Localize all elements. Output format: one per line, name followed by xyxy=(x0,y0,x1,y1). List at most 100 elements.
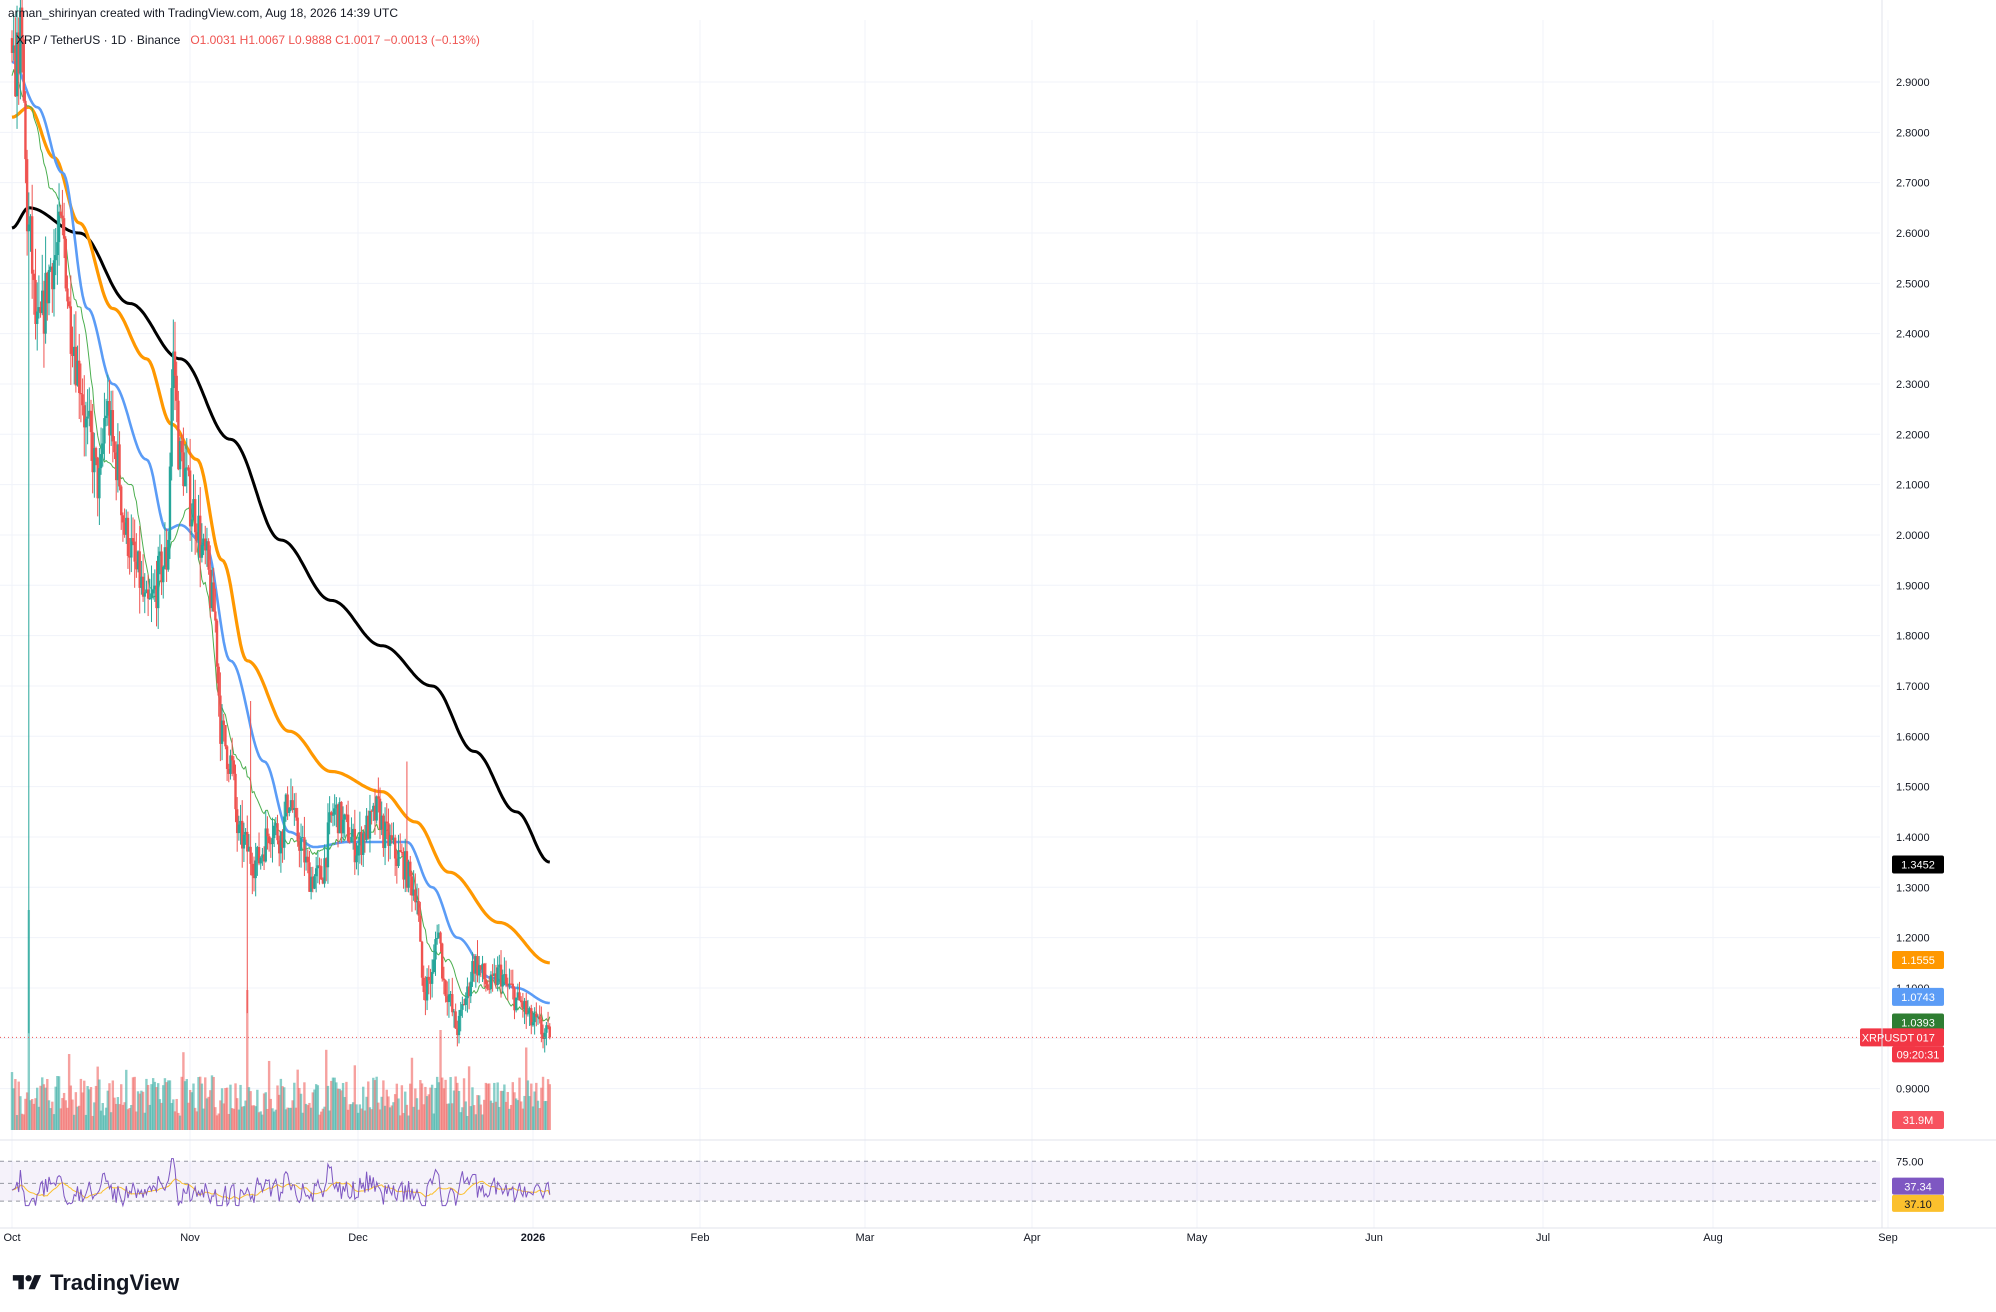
candle-body xyxy=(434,939,437,960)
volume-bar xyxy=(412,1106,415,1130)
candle-body xyxy=(311,876,315,889)
volume-bar xyxy=(397,1098,400,1130)
volume-bar xyxy=(447,1103,451,1130)
candle-body xyxy=(44,272,47,334)
price-tag-label: 1.1555 xyxy=(1901,955,1935,967)
volume-bar xyxy=(548,1084,551,1130)
candle-body xyxy=(378,798,382,830)
candle-body xyxy=(227,768,230,774)
candle-body xyxy=(266,828,269,837)
candle-body xyxy=(395,858,399,867)
volume-bar xyxy=(331,1077,335,1130)
candle-body xyxy=(335,804,338,809)
volume-bar xyxy=(321,1108,325,1130)
volume-bar xyxy=(420,1083,424,1130)
candle-body xyxy=(185,467,188,469)
candle-body xyxy=(488,988,491,990)
volume-bar xyxy=(61,1098,64,1130)
candle-body xyxy=(25,159,29,232)
candle-body xyxy=(373,805,377,821)
candle-body xyxy=(321,879,325,884)
volume-bar xyxy=(264,1092,267,1130)
candle-body xyxy=(220,720,224,744)
volume-bar xyxy=(429,1087,432,1130)
candle-body xyxy=(385,821,388,824)
volume-bar xyxy=(346,1109,350,1130)
volume-bar xyxy=(526,1080,530,1130)
candle-body xyxy=(64,238,67,289)
candle-body xyxy=(118,444,121,487)
volume-bar xyxy=(235,1098,239,1130)
volume-bar xyxy=(350,1104,353,1130)
candle-body xyxy=(272,825,276,839)
volume-bar xyxy=(439,1030,442,1130)
volume-bar xyxy=(511,1082,514,1130)
candle-body xyxy=(242,834,246,849)
volume-bar xyxy=(133,1076,136,1130)
countdown-tag xyxy=(1892,1046,1944,1063)
candle-body xyxy=(145,589,148,593)
candle-body xyxy=(289,800,293,808)
candle-body xyxy=(437,932,441,939)
price-tag-label: 1.3452 xyxy=(1901,860,1935,872)
candle-body xyxy=(414,889,417,903)
candle-body xyxy=(383,821,387,848)
candle-body xyxy=(207,541,210,570)
volume-bar xyxy=(375,1076,378,1130)
volume-bar xyxy=(304,1103,308,1130)
candle-body xyxy=(192,499,195,520)
volume-bar xyxy=(244,1100,247,1130)
symbol-header[interactable]: XRP / TetherUS · 1D · Binance O1.0031 H1… xyxy=(16,33,480,47)
candle-body xyxy=(519,1000,523,1003)
candle-body xyxy=(10,38,14,53)
candle-body xyxy=(32,273,36,280)
volume-bar xyxy=(506,1092,509,1130)
candle-body xyxy=(46,272,49,304)
candle-body xyxy=(540,1019,543,1035)
volume-bar xyxy=(46,1078,49,1130)
volume-bar xyxy=(373,1080,377,1130)
candle-body xyxy=(309,876,313,892)
volume-bar xyxy=(239,1084,242,1130)
volume-bar xyxy=(313,1089,316,1130)
candle-body xyxy=(447,994,451,1003)
candle-body xyxy=(91,432,94,473)
volume-bar xyxy=(467,1066,471,1130)
volume-bar xyxy=(462,1078,466,1130)
price-tick-label: 1.8000 xyxy=(1896,631,1930,643)
volume-bar xyxy=(101,1103,104,1130)
candle-body xyxy=(535,1013,538,1018)
price-tick-label: 0.9000 xyxy=(1896,1084,1930,1096)
volume-bar xyxy=(126,1109,130,1130)
volume-bar xyxy=(229,1084,232,1130)
volume-bar xyxy=(44,1087,47,1130)
candles xyxy=(0,0,1880,1053)
volume-bar xyxy=(283,1087,286,1130)
candle-body xyxy=(39,307,42,314)
volume-bar xyxy=(274,1109,278,1130)
candle-body xyxy=(422,977,425,993)
candle-body xyxy=(467,986,471,997)
candle-body xyxy=(476,956,479,976)
volume-bar xyxy=(157,1083,160,1130)
volume-bar xyxy=(108,1083,111,1130)
candle-body xyxy=(17,32,20,74)
candle-body xyxy=(439,932,442,944)
volume-bar xyxy=(215,1115,219,1130)
volume-bar xyxy=(204,1077,207,1130)
tradingview-brand[interactable]: TradingView xyxy=(12,1270,179,1296)
volume-bar xyxy=(345,1081,348,1130)
candle-body xyxy=(251,863,254,876)
volume-bar xyxy=(491,1102,494,1130)
candle-body xyxy=(435,938,439,940)
candle-body xyxy=(528,1008,531,1014)
candle-body xyxy=(326,822,330,868)
volume-bar xyxy=(140,1090,143,1130)
candle-body xyxy=(151,589,155,594)
volume-bar xyxy=(546,1079,550,1130)
volume-bar xyxy=(538,1108,541,1130)
volume-bar xyxy=(513,1092,516,1130)
volume-bar xyxy=(378,1109,382,1130)
volume-bar xyxy=(340,1090,343,1130)
